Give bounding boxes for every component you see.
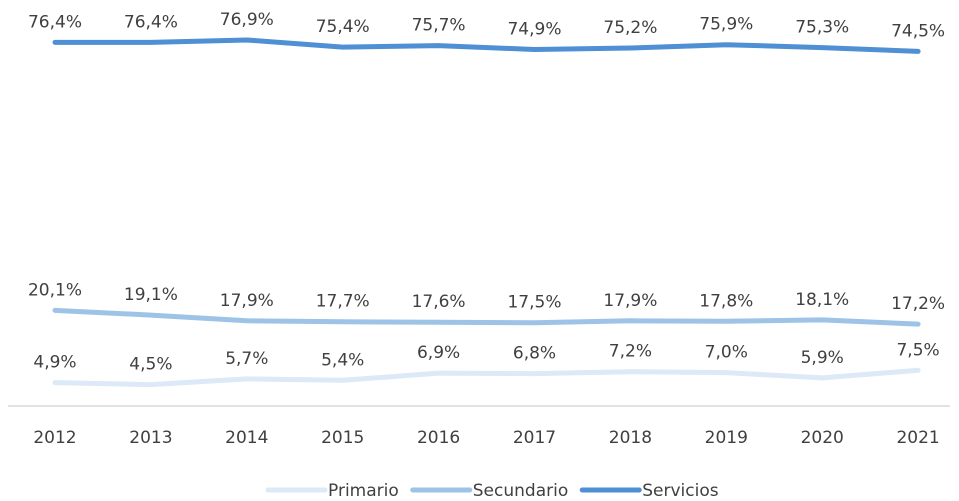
data-label: 76,9% [220,10,274,30]
legend-label: Servicios [642,481,718,501]
x-tick-label: 2018 [609,428,652,448]
series-line [52,367,921,388]
data-label: 75,4% [316,17,370,37]
x-tick-label: 2021 [896,428,939,448]
data-label: 17,9% [603,291,657,311]
data-label: 75,2% [603,18,657,38]
x-tick-label: 2014 [225,428,268,448]
data-label: 74,5% [891,21,945,41]
x-tick-label: 2013 [129,428,172,448]
data-label: 7,2% [609,342,652,362]
data-label: 20,1% [28,280,82,300]
data-label: 17,5% [507,293,561,313]
x-tick-label: 2019 [705,428,748,448]
data-label: 76,4% [124,12,178,32]
x-tick-label: 2017 [513,428,556,448]
data-label: 4,9% [33,353,76,373]
legend-label: Secundario [473,481,568,501]
data-label: 75,3% [795,18,849,38]
x-tick-label: 2012 [33,428,76,448]
x-tick-label: 2015 [321,428,364,448]
data-label: 7,0% [705,343,748,363]
data-label: 6,9% [417,343,460,363]
data-label: 6,8% [513,344,556,364]
data-label: 4,5% [129,355,172,375]
legend-label: Primario [328,481,399,501]
data-label: 5,4% [321,350,364,370]
data-label: 18,1% [795,290,849,310]
data-label: 19,1% [124,285,178,305]
data-label: 5,9% [801,348,844,368]
data-label: 17,7% [316,292,370,312]
data-label: 76,4% [28,12,82,32]
data-label: 17,8% [699,291,753,311]
series-line [52,37,921,54]
series-line [52,307,921,327]
x-tick-label: 2016 [417,428,460,448]
data-label: 17,2% [891,294,945,314]
data-label: 17,9% [220,291,274,311]
data-label: 17,6% [412,292,466,312]
data-label: 75,7% [412,16,466,36]
x-tick-label: 2020 [801,428,844,448]
data-label: 74,9% [507,19,561,39]
data-label: 75,9% [699,15,753,35]
data-label: 5,7% [225,349,268,369]
data-label: 7,5% [896,340,939,360]
